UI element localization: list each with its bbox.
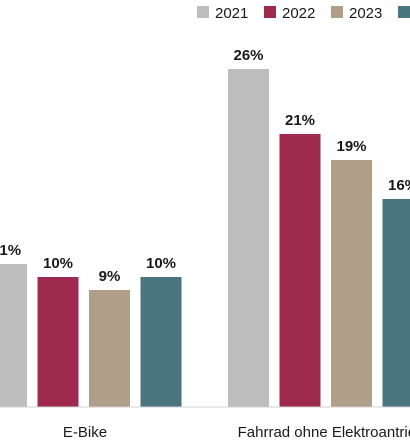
legend-label: 2023 (349, 5, 382, 22)
bar-ebike-2022 (37, 277, 79, 407)
data-label: 16% (388, 177, 410, 194)
data-label: 21% (285, 112, 315, 129)
category-labels: E-Bike Fahrrad ohne Elektroantrieb (63, 424, 410, 441)
bar-fahrrad-2021 (228, 69, 269, 407)
bar-fahrrad-2022 (279, 134, 321, 407)
data-label: 26% (233, 47, 263, 64)
legend-swatch (264, 6, 276, 18)
bar-ebike-2023 (89, 290, 130, 407)
legend-swatch (197, 6, 209, 18)
chart-bars: 11% 10% 9% 10% 26% 21% 19% 16% (0, 47, 410, 407)
bar-ebike-series4 (140, 277, 182, 407)
chart-legend: 2021 2022 2023 (197, 5, 410, 22)
bar-ebike-2021 (0, 264, 27, 407)
legend-swatch (331, 6, 343, 18)
legend-label: 2021 (215, 5, 248, 22)
data-label: 10% (146, 255, 176, 272)
bar-fahrrad-2023 (331, 160, 372, 407)
data-label: 11% (0, 242, 21, 259)
bar-fahrrad-series4 (382, 199, 410, 407)
data-label: 9% (99, 268, 121, 285)
data-label: 19% (336, 138, 366, 155)
data-label: 10% (43, 255, 73, 272)
legend-label: 2022 (282, 5, 315, 22)
category-label: E-Bike (63, 424, 107, 441)
legend-swatch (398, 6, 410, 18)
category-label: Fahrrad ohne Elektroantrieb (238, 424, 410, 441)
